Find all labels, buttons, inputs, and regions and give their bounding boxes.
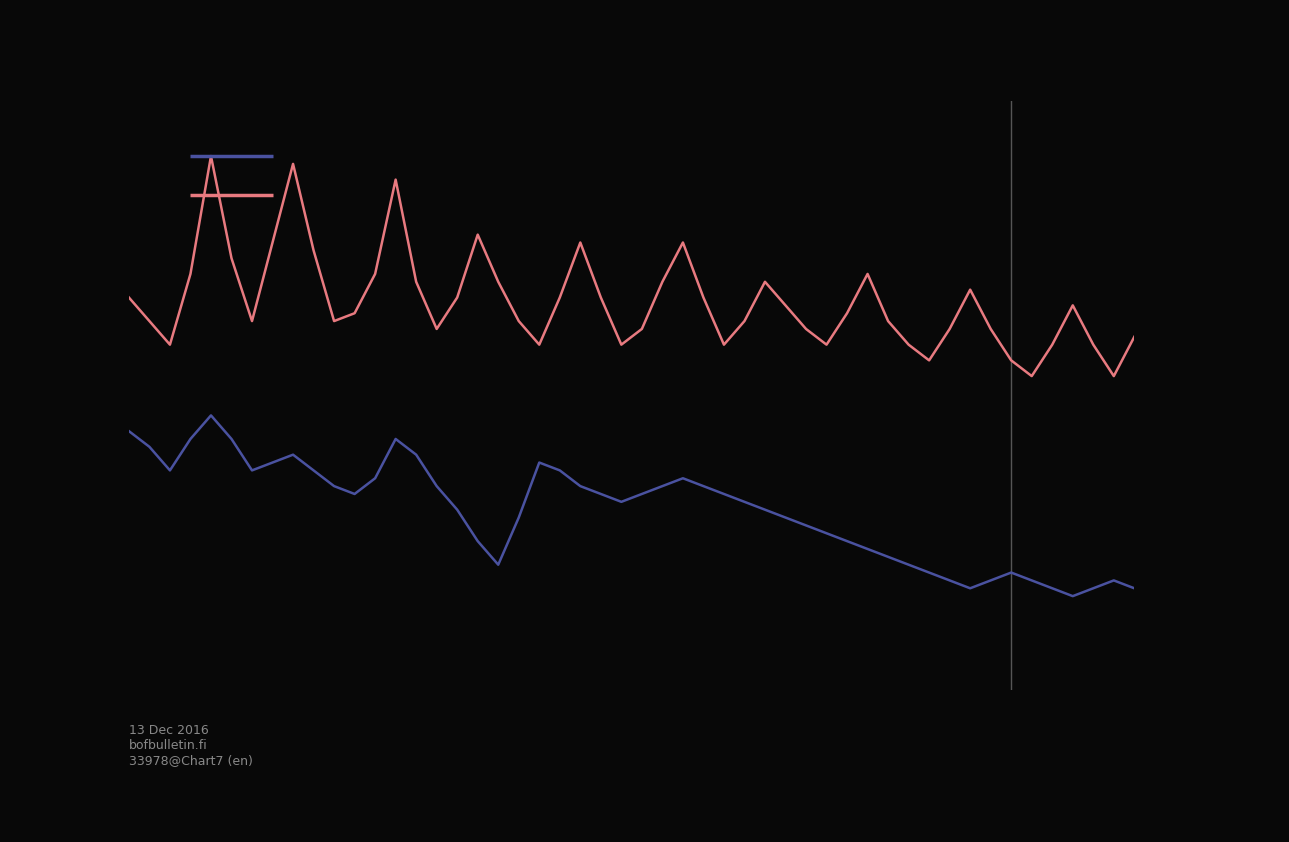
Text: 13 Dec 2016
bofbulletin.fi
33978@Chart7 (en): 13 Dec 2016 bofbulletin.fi 33978@Chart7 … (129, 724, 253, 767)
